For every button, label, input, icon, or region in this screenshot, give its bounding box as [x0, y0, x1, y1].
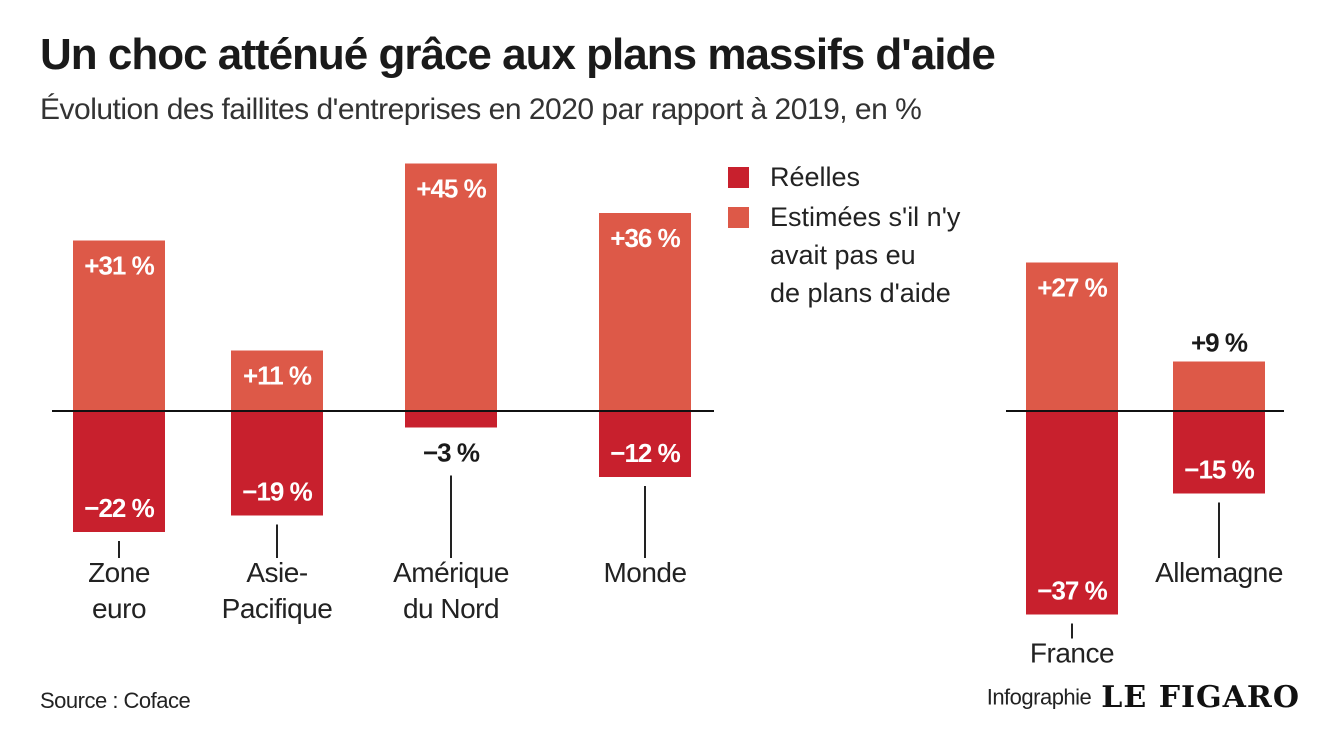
category-label-zone-euro-1: Zone — [88, 557, 150, 588]
value-label-reelles-zone-euro: −22 % — [84, 493, 154, 523]
legend-item-reelles: Réelles — [728, 158, 960, 196]
legend-item-estimees: Estimées s'il n'y avait pas eu de plans … — [728, 198, 960, 312]
value-label-estimees-france: +27 % — [1037, 273, 1107, 303]
legend-swatch-reelles — [728, 167, 749, 188]
value-label-reelles-asie-pacifique: −19 % — [242, 477, 312, 507]
category-label-france: France — [1030, 638, 1114, 669]
source-note: Source : Coface — [40, 688, 191, 713]
credit: Infographie LE FIGARO — [987, 680, 1300, 715]
category-label-monde: Monde — [603, 557, 686, 588]
value-label-estimees-asie-pacifique: +11 % — [243, 361, 312, 391]
bar-estimees-asie-pacifique — [231, 350, 323, 411]
bar-estimees-zone-euro — [73, 240, 165, 411]
credit-label: Infographie — [986, 684, 1092, 710]
value-label-reelles-france: −37 % — [1037, 576, 1107, 606]
value-label-reelles-monde: −12 % — [610, 438, 680, 468]
category-label-allemagne: Allemagne — [1155, 557, 1283, 588]
legend-swatch-estimees — [728, 207, 749, 228]
chart-title: Un choc atténué grâce aux plans massifs … — [40, 30, 996, 79]
bar-estimees-france — [1026, 262, 1118, 411]
legend-label-reelles: Réelles — [770, 162, 861, 192]
value-label-reelles-allemagne: −15 % — [1184, 455, 1254, 485]
category-label-am-rique-du-nord-2: du Nord — [403, 593, 499, 624]
bar-reelles-monde — [599, 411, 691, 477]
legend: Réelles Estimées s'il n'y avait pas eu d… — [728, 158, 960, 312]
bar-reelles-zone-euro — [73, 411, 165, 532]
value-label-estimees-zone-euro: +31 % — [84, 251, 154, 281]
category-label-zone-euro-2: euro — [92, 593, 146, 624]
value-label-estimees-monde: +36 % — [610, 223, 680, 253]
bar-estimees-am-rique-du-nord — [405, 163, 497, 411]
bar-reelles-france — [1026, 411, 1118, 615]
bar-estimees-monde — [599, 213, 691, 411]
bar-reelles-am-rique-du-nord — [405, 411, 497, 428]
category-label-asie-pacifique-1: Asie- — [246, 557, 307, 588]
value-label-estimees-allemagne: +9 % — [1191, 328, 1248, 358]
chart-subtitle: Évolution des faillites d'entreprises en… — [40, 93, 922, 126]
legend-label-estimees: Estimées s'il n'y avait pas eu de plans … — [770, 202, 961, 308]
bar-reelles-allemagne — [1173, 411, 1265, 494]
category-label-asie-pacifique-2: Pacifique — [222, 593, 333, 624]
value-label-estimees-am-rique-du-nord: +45 % — [416, 174, 486, 204]
le-figaro-logo: LE FIGARO — [1101, 680, 1300, 715]
bar-reelles-asie-pacifique — [231, 411, 323, 516]
bar-estimees-allemagne — [1173, 361, 1265, 411]
category-label-am-rique-du-nord-1: Amérique — [393, 557, 509, 588]
value-label-reelles-am-rique-du-nord: −3 % — [423, 438, 480, 468]
